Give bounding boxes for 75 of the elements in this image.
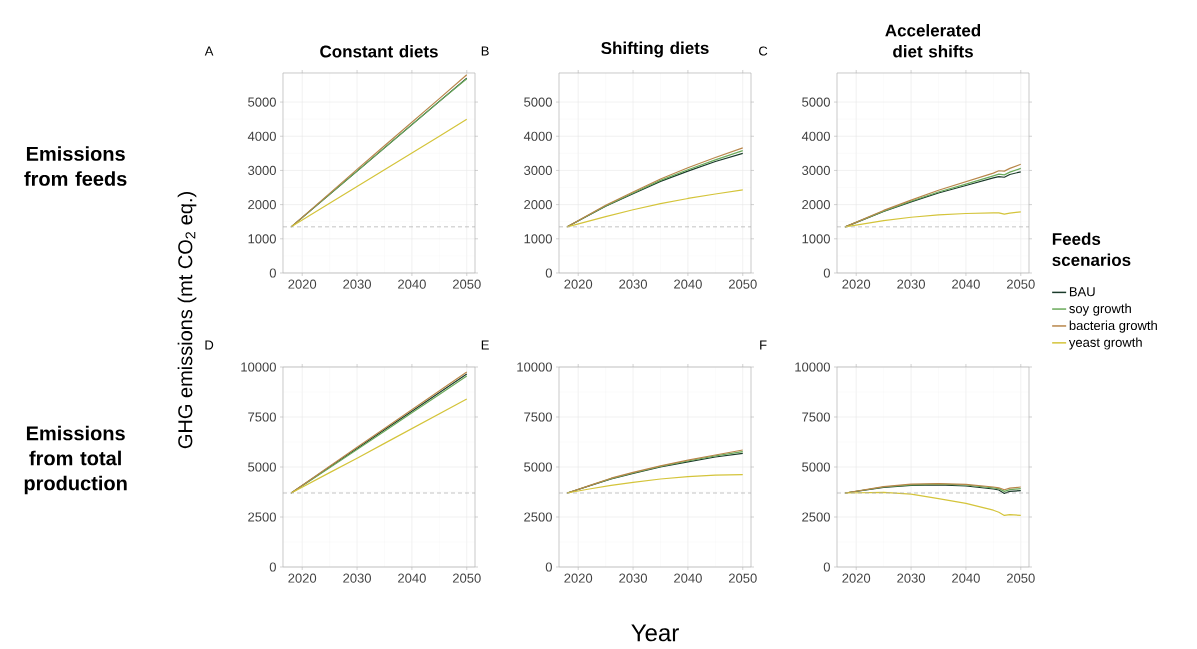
x-tick-label: 2030 bbox=[619, 573, 648, 583]
x-tick-label: 2030 bbox=[343, 573, 371, 583]
y-tick-label: 10000 bbox=[795, 362, 830, 372]
text: F bbox=[760, 340, 767, 350]
text: A bbox=[204, 46, 214, 56]
x-tick-label: 2050 bbox=[1006, 279, 1035, 289]
x-tick-label: 2040 bbox=[674, 279, 702, 289]
x-tick-label: 2020 bbox=[288, 279, 317, 289]
legend-label: yeast growth bbox=[1068, 337, 1142, 350]
y-tick-label: 7500 bbox=[802, 412, 830, 422]
text: E bbox=[481, 340, 489, 350]
y-tick-label: 2000 bbox=[802, 200, 830, 210]
x-tick-label: 2050 bbox=[452, 279, 481, 289]
y-tick-label: 3000 bbox=[524, 165, 552, 176]
y-tick-label: 1000 bbox=[524, 234, 552, 244]
legend-title: Feeds scenarios bbox=[1052, 232, 1131, 267]
y-tick-label: 7500 bbox=[524, 412, 552, 422]
text: Emissions from feeds bbox=[24, 146, 127, 186]
x-tick-label: 2030 bbox=[897, 279, 926, 289]
text: B bbox=[481, 46, 489, 56]
y-tick-label: 5000 bbox=[802, 97, 830, 107]
y-tick-label: 7500 bbox=[248, 412, 276, 422]
x-tick-label: 2020 bbox=[288, 573, 317, 583]
y-tick-label: 0 bbox=[269, 562, 276, 572]
x-tick-label: 2040 bbox=[674, 573, 702, 583]
text: C bbox=[759, 46, 768, 56]
x-tick-label: 2050 bbox=[728, 279, 757, 289]
y-tick-label: 3000 bbox=[802, 165, 830, 176]
y-tick-label: 5000 bbox=[524, 97, 552, 107]
y-tick-label: 2000 bbox=[524, 200, 552, 210]
x-tick-label: 2050 bbox=[728, 573, 757, 583]
y-tick-label: 10000 bbox=[517, 362, 552, 372]
chart-title: Constant diets bbox=[320, 45, 438, 58]
y-tick-label: 5000 bbox=[524, 462, 552, 472]
x-tick-label: 2050 bbox=[452, 573, 481, 583]
legend-label: bacteria growth bbox=[1069, 320, 1157, 333]
y-tick-label: 0 bbox=[269, 268, 276, 278]
y-tick-label: 3000 bbox=[248, 165, 276, 176]
y-tick-label: 4000 bbox=[523, 131, 552, 141]
y-tick-label: 0 bbox=[545, 562, 552, 572]
legend-label: BAU bbox=[1069, 287, 1095, 297]
y-tick-label: 5000 bbox=[248, 97, 276, 107]
y-tick-label: 0 bbox=[823, 562, 830, 572]
chart-title: Accelerated diet shifts bbox=[885, 24, 981, 58]
x-tick-label: 2050 bbox=[1006, 573, 1035, 583]
y-tick-label: 4000 bbox=[247, 131, 276, 141]
x-tick-label: 2030 bbox=[619, 279, 648, 289]
x-tick-label: 2030 bbox=[897, 573, 926, 583]
chart-title: Shifting diets bbox=[601, 41, 709, 58]
x-tick-label: 2020 bbox=[564, 279, 593, 289]
text: Emissions from total production bbox=[24, 425, 127, 495]
y-tick-label: 1000 bbox=[802, 234, 830, 244]
y-tick-label: 2500 bbox=[524, 512, 552, 522]
y-tick-label: 5000 bbox=[802, 462, 830, 472]
y-tick-label: 1000 bbox=[248, 234, 276, 244]
y-axis-title: GHG emissions (mt CO$_{2}$ eq.) bbox=[177, 192, 197, 449]
legend-label: soy growth bbox=[1069, 303, 1131, 316]
x-tick-label: 2040 bbox=[952, 279, 980, 289]
x-tick-label: 2040 bbox=[398, 573, 426, 583]
x-tick-label: 2030 bbox=[343, 279, 371, 289]
y-tick-label: 2500 bbox=[802, 512, 830, 522]
text: D bbox=[205, 340, 214, 350]
y-tick-label: 4000 bbox=[801, 131, 830, 141]
y-tick-label: 5000 bbox=[248, 462, 276, 472]
x-tick-label: 2020 bbox=[842, 279, 871, 289]
x-tick-label: 2040 bbox=[952, 573, 980, 583]
x-tick-label: 2020 bbox=[842, 573, 871, 583]
y-tick-label: 0 bbox=[823, 268, 830, 278]
x-tick-label: 2020 bbox=[564, 573, 593, 583]
y-tick-label: 2500 bbox=[248, 512, 276, 522]
y-tick-label: 0 bbox=[545, 268, 552, 278]
y-tick-label: 10000 bbox=[241, 362, 276, 372]
x-axis-title: Year bbox=[631, 624, 679, 642]
x-tick-label: 2040 bbox=[398, 279, 426, 289]
y-tick-label: 2000 bbox=[248, 200, 276, 210]
